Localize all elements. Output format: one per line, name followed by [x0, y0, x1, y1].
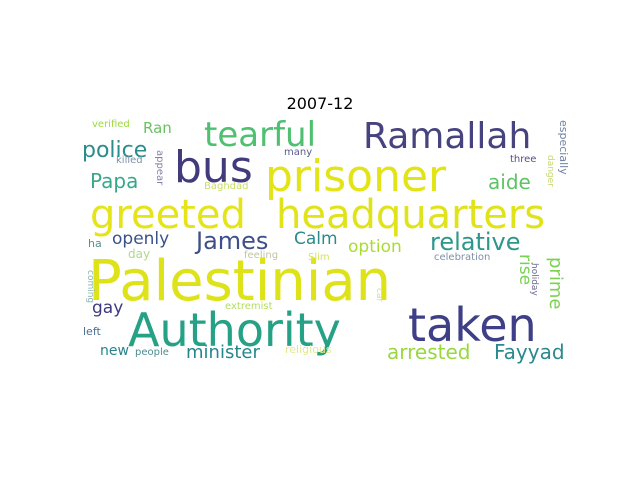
- word: new: [100, 343, 129, 359]
- word: Papa: [90, 169, 139, 193]
- word: headquarters: [276, 192, 546, 238]
- word: Calm: [294, 229, 338, 249]
- word: Ramallah: [363, 116, 532, 157]
- word: tearful: [204, 115, 317, 155]
- word: left: [83, 325, 101, 338]
- word-cloud: Palestinian greeted headquarters prisone…: [80, 115, 575, 365]
- word: taken: [408, 298, 537, 352]
- word: car: [374, 288, 384, 303]
- word: greeted: [90, 192, 246, 238]
- word: Palestinian: [88, 249, 392, 314]
- word: especially: [557, 120, 570, 175]
- word: Authority: [128, 303, 341, 357]
- word: coming: [85, 270, 95, 304]
- word: police: [82, 138, 148, 163]
- word: verified: [92, 119, 130, 130]
- word: danger: [545, 155, 555, 187]
- word: Ran: [143, 119, 172, 137]
- word: Slim: [308, 252, 330, 263]
- word: openly: [112, 229, 170, 249]
- word: bus: [174, 142, 253, 193]
- word: many: [284, 147, 313, 158]
- word: rise: [515, 254, 535, 286]
- word: people: [135, 347, 169, 358]
- word: three: [510, 154, 537, 165]
- word: aide: [488, 170, 531, 194]
- word: prime: [545, 257, 566, 310]
- word: appear: [154, 150, 165, 186]
- word: minister: [186, 342, 260, 363]
- word: prisoner: [265, 151, 447, 202]
- word: killed: [116, 155, 143, 166]
- word: day: [128, 247, 151, 261]
- word: gay: [92, 298, 124, 318]
- word: relative: [430, 228, 521, 256]
- word: religious: [285, 343, 332, 356]
- word: Fayyad: [494, 340, 565, 364]
- word: option: [348, 237, 402, 257]
- word: feeling: [244, 250, 279, 261]
- word: Baghdad: [204, 181, 249, 192]
- word: celebration: [434, 252, 491, 263]
- word: ha: [88, 237, 102, 250]
- chart-title: 2007-12: [286, 94, 354, 113]
- word: holiday: [529, 263, 539, 296]
- word: extremist: [225, 301, 273, 312]
- word: arrested: [387, 340, 471, 364]
- word: James: [196, 227, 269, 255]
